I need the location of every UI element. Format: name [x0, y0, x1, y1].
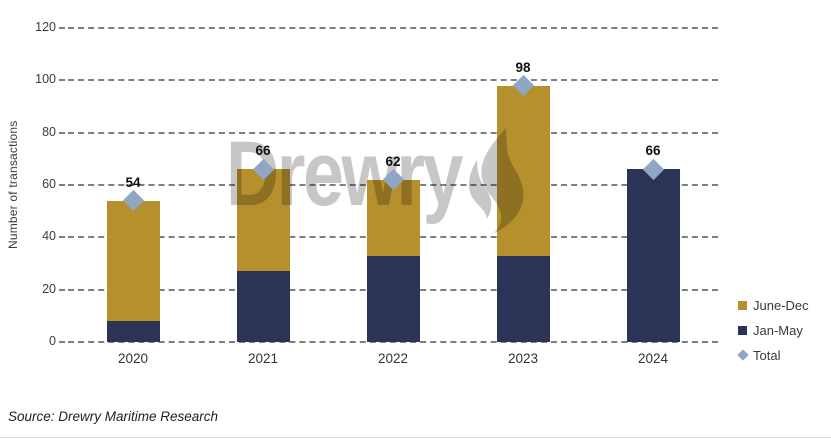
total-value-label-2024: 66 — [645, 143, 661, 159]
y-axis-tick-100 — [59, 79, 65, 82]
legend-item-june-dec: June-Dec — [738, 297, 809, 313]
legend-item-jan-may: Jan-May — [738, 322, 809, 338]
y-axis-tick-20 — [59, 288, 65, 291]
y-tick-label-60: 60 — [42, 177, 56, 191]
bar-segment-jan-may-2023 — [496, 255, 550, 342]
y-axis-tick-60 — [59, 184, 65, 186]
x-axis-label-2020: 2020 — [117, 351, 149, 366]
x-axis-label-2023: 2023 — [507, 351, 539, 366]
total-value-label-2023: 98 — [515, 59, 531, 75]
x-axis-label-2024: 2024 — [637, 351, 669, 366]
legend-swatch-diamond-icon — [737, 349, 749, 361]
y-tick-label-40: 40 — [42, 229, 56, 244]
y-axis-tick-40 — [59, 236, 65, 239]
bar-segment-jan-may-2022 — [366, 255, 420, 342]
bar-segment-june-dec-2020 — [106, 200, 160, 322]
gridline-100 — [68, 79, 718, 82]
bar-segment-jan-may-2024 — [626, 169, 680, 342]
bar-segment-june-dec-2023 — [496, 85, 550, 256]
x-axis-label-2021: 2021 — [247, 351, 279, 366]
legend-item-total: Total — [737, 347, 809, 363]
y-axis-tick-80 — [59, 131, 65, 134]
total-value-label-2022: 62 — [385, 153, 401, 169]
gridline-80 — [68, 131, 718, 134]
gridline-120 — [68, 27, 718, 29]
legend-swatch-square-icon — [738, 325, 747, 335]
legend-item-label: Jan-May — [753, 322, 803, 338]
y-tick-label-80: 80 — [42, 124, 56, 139]
bar-segment-june-dec-2022 — [366, 179, 420, 256]
total-value-label-2020: 54 — [125, 174, 141, 190]
legend-swatch-square-icon — [738, 300, 747, 310]
bottom-divider — [0, 437, 831, 438]
x-axis-label-2022: 2022 — [377, 351, 409, 366]
bar-segment-june-dec-2021 — [236, 169, 290, 272]
legend-item-label: June-Dec — [753, 297, 809, 313]
y-axis-tick-0 — [59, 341, 65, 343]
legend: June-Dec Jan-May Total — [737, 297, 809, 372]
y-tick-label-20: 20 — [42, 281, 56, 296]
source-text: Source: Drewry Maritime Research — [8, 409, 219, 424]
legend-item-label: Total — [753, 347, 781, 363]
bar-segment-jan-may-2020 — [106, 321, 160, 342]
total-value-label-2021: 66 — [255, 143, 271, 159]
y-axis-tick-120 — [59, 27, 65, 29]
bar-segment-jan-may-2021 — [236, 271, 290, 342]
y-tick-label-120: 120 — [35, 20, 56, 34]
y-tick-label-100: 100 — [35, 72, 56, 87]
gridline-0 — [68, 341, 718, 343]
y-tick-label-0: 0 — [49, 334, 56, 348]
